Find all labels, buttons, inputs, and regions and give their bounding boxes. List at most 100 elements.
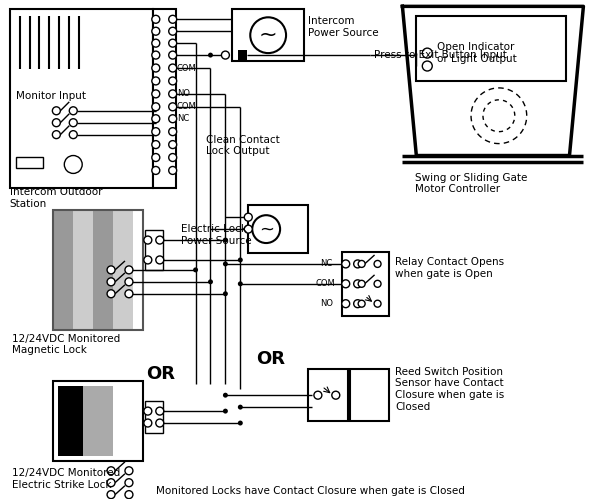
Circle shape (152, 39, 160, 47)
Text: NO: NO (320, 299, 333, 308)
Circle shape (423, 48, 432, 58)
Circle shape (152, 154, 160, 162)
Circle shape (152, 115, 160, 122)
Circle shape (314, 391, 322, 399)
Circle shape (152, 103, 160, 111)
Bar (15, 156, 44, 168)
Circle shape (193, 268, 198, 272)
Bar (145, 230, 163, 270)
Circle shape (107, 278, 115, 286)
Text: COM: COM (176, 64, 197, 72)
Text: Open Indicator
or Light Output: Open Indicator or Light Output (437, 42, 517, 64)
Circle shape (64, 156, 82, 174)
Circle shape (107, 266, 115, 274)
Bar (73, 210, 93, 330)
Circle shape (169, 166, 176, 174)
Text: NC: NC (176, 114, 189, 123)
Text: Swing or Sliding Gate
Motor Controller: Swing or Sliding Gate Motor Controller (415, 172, 527, 194)
Circle shape (342, 300, 350, 308)
Circle shape (223, 292, 228, 296)
Circle shape (169, 128, 176, 136)
Bar (54, 382, 143, 461)
Circle shape (144, 407, 152, 415)
Circle shape (358, 300, 365, 307)
Text: NC: NC (320, 260, 332, 268)
Circle shape (125, 478, 133, 486)
Circle shape (223, 238, 228, 242)
Circle shape (169, 140, 176, 148)
Text: Press to Exit Button Input: Press to Exit Button Input (374, 50, 507, 60)
Text: Reed Switch Position
Sensor have Contact
Closure when gate is
Closed: Reed Switch Position Sensor have Contact… (396, 367, 505, 412)
Circle shape (144, 236, 152, 244)
Circle shape (223, 262, 228, 266)
Circle shape (353, 280, 362, 288)
Circle shape (238, 282, 243, 286)
Circle shape (156, 419, 164, 427)
Circle shape (107, 478, 115, 486)
Circle shape (342, 260, 350, 268)
Circle shape (125, 266, 133, 274)
Bar (308, 370, 347, 421)
Text: Relay Contact Opens
when gate is Open: Relay Contact Opens when gate is Open (396, 257, 505, 278)
Circle shape (125, 467, 133, 474)
Text: Monitored Locks have Contact Closure when gate is Closed: Monitored Locks have Contact Closure whe… (156, 486, 465, 496)
Bar (249, 205, 308, 253)
Circle shape (223, 392, 228, 398)
Circle shape (353, 300, 362, 308)
Text: Intercom
Power Source: Intercom Power Source (308, 16, 378, 38)
Circle shape (374, 260, 381, 268)
Circle shape (169, 64, 176, 72)
Circle shape (52, 130, 60, 138)
Circle shape (156, 407, 164, 415)
Text: OR: OR (256, 350, 285, 368)
Circle shape (169, 115, 176, 122)
Circle shape (152, 90, 160, 98)
Bar (54, 210, 73, 330)
Bar (113, 210, 133, 330)
Circle shape (52, 118, 60, 126)
Circle shape (244, 213, 252, 221)
Bar (238, 50, 247, 60)
Circle shape (423, 61, 432, 71)
Circle shape (358, 260, 365, 268)
Circle shape (144, 256, 152, 264)
Bar (350, 370, 390, 421)
Circle shape (156, 256, 164, 264)
Circle shape (342, 280, 350, 288)
Bar (83, 386, 113, 456)
Circle shape (244, 225, 252, 233)
Circle shape (156, 236, 164, 244)
Circle shape (125, 490, 133, 498)
Text: Clean Contact
Lock Output: Clean Contact Lock Output (206, 135, 280, 156)
Bar (93, 210, 113, 330)
Circle shape (152, 128, 160, 136)
Circle shape (152, 166, 160, 174)
Circle shape (374, 280, 381, 287)
Circle shape (169, 77, 176, 85)
Bar (145, 401, 163, 433)
Circle shape (52, 107, 60, 115)
Circle shape (69, 118, 77, 126)
Bar (232, 10, 304, 61)
Circle shape (223, 408, 228, 414)
Circle shape (238, 258, 243, 262)
Circle shape (169, 51, 176, 59)
Circle shape (144, 419, 152, 427)
Circle shape (107, 490, 115, 498)
Circle shape (238, 420, 243, 426)
Text: NO: NO (176, 90, 190, 98)
Circle shape (107, 467, 115, 474)
Circle shape (69, 107, 77, 115)
Circle shape (107, 290, 115, 298)
Circle shape (169, 39, 176, 47)
Circle shape (252, 215, 280, 243)
Circle shape (169, 90, 176, 98)
Circle shape (250, 18, 286, 53)
Circle shape (152, 77, 160, 85)
Circle shape (240, 52, 245, 58)
Circle shape (152, 140, 160, 148)
Polygon shape (402, 6, 583, 156)
Text: 12/24VDC Monitored
Magnetic Lock: 12/24VDC Monitored Magnetic Lock (11, 334, 120, 355)
Bar (58, 386, 83, 456)
Circle shape (169, 27, 176, 35)
